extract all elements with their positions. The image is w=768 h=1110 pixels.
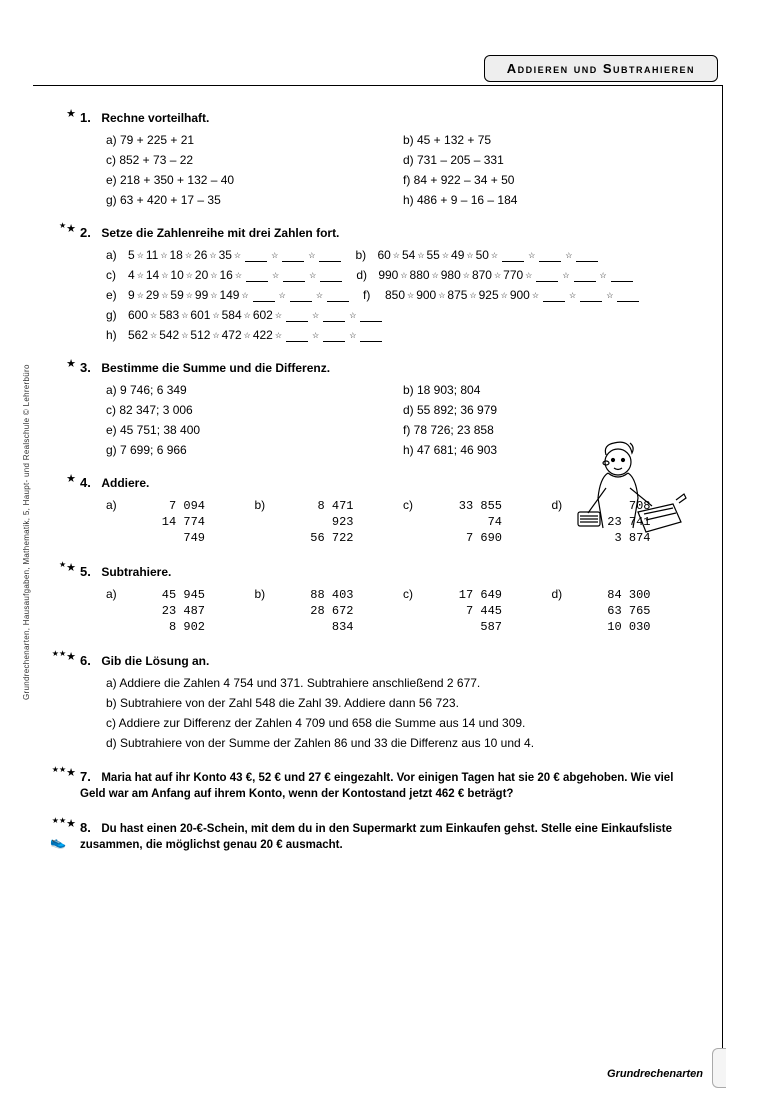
number-column: c)17 6497 445587 <box>403 587 552 635</box>
number-column: d)70823 7413 874 <box>552 498 701 546</box>
item: b) 18 903; 804 <box>403 383 700 397</box>
exercise-items: a)45 94523 4878 902b)88 40328 672834c)17… <box>106 587 700 635</box>
exercise-text: Du hast einen 20-€-Schein, mit dem du in… <box>80 823 672 851</box>
sequence-row: c)4☆14☆10☆20☆16☆☆☆d)990☆880☆980☆870☆770☆… <box>106 268 700 282</box>
difficulty-stars: ★★ <box>48 225 76 234</box>
number-column: d)84 30063 76510 030 <box>552 587 701 635</box>
item: h) 47 681; 46 903 <box>403 443 700 457</box>
page-frame <box>719 85 723 1085</box>
difficulty-stars: ★ <box>48 475 76 484</box>
item: d) 55 892; 36 979 <box>403 403 700 417</box>
item: b) 45 + 132 + 75 <box>403 133 700 147</box>
exercise-number: 7. <box>80 769 98 784</box>
exercise-8: ★★★ 👟 8. Du hast einen 20-€-Schein, mit … <box>80 820 700 853</box>
exercise-items: a) 9 746; 6 349 b) 18 903; 804 c) 82 347… <box>106 383 700 457</box>
sequence-row: g)600☆583☆601☆584☆602☆☆☆ <box>106 308 700 322</box>
number-column: a)7 09414 774749 <box>106 498 255 546</box>
exercise-items: a) 79 + 225 + 21 b) 45 + 132 + 75 c) 852… <box>106 133 700 207</box>
exercise-title: Rechne vorteilhaft. <box>101 111 209 125</box>
item: d) Subtrahiere von der Summe der Zahlen … <box>106 736 700 751</box>
exercise-number: 1. <box>80 110 98 125</box>
item: e) 218 + 350 + 132 – 40 <box>106 173 403 187</box>
exercise-number: 3. <box>80 360 98 375</box>
shoe-icon: 👟 <box>50 834 66 850</box>
item: a) 9 746; 6 349 <box>106 383 403 397</box>
exercise-number: 2. <box>80 225 98 240</box>
item: f) 84 + 922 – 34 + 50 <box>403 173 700 187</box>
item: c) 852 + 73 – 22 <box>106 153 403 167</box>
item: f) 78 726; 23 858 <box>403 423 700 437</box>
sequence-row: a)5☆11☆18☆26☆35☆☆☆b)60☆54☆55☆49☆50☆☆☆ <box>106 248 700 262</box>
item: d) 731 – 205 – 331 <box>403 153 700 167</box>
exercise-items: a) Addiere die Zahlen 4 754 und 371. Sub… <box>106 676 700 751</box>
difficulty-stars: ★★★ <box>48 653 76 662</box>
exercise-title: Gib die Lösung an. <box>101 654 209 668</box>
exercise-4: ★ 4. Addiere. a)7 09414 774749b)8 471923… <box>80 475 700 546</box>
footer-category: Grundrechenarten <box>607 1068 703 1080</box>
item: c) 82 347; 3 006 <box>106 403 403 417</box>
exercise-1: ★ 1. Rechne vorteilhaft. a) 79 + 225 + 2… <box>80 110 700 207</box>
exercise-6: ★★★ 6. Gib die Lösung an. a) Addiere die… <box>80 653 700 751</box>
exercise-title: Bestimme die Summe und die Differenz. <box>101 361 330 375</box>
worksheet-content: ★ 1. Rechne vorteilhaft. a) 79 + 225 + 2… <box>80 110 700 871</box>
difficulty-stars: ★★★ <box>48 820 76 829</box>
copyright-sidetext: Grundrechenarten, Hausaufgaben, Mathemat… <box>22 364 31 700</box>
exercise-text: Maria hat auf ihr Konto 43 €, 52 € und 2… <box>80 772 673 800</box>
item: b) Subtrahiere von der Zahl 548 die Zahl… <box>106 696 700 711</box>
exercise-title: Addiere. <box>101 476 149 490</box>
exercise-number: 4. <box>80 475 98 490</box>
exercise-7: ★★★ 7. Maria hat auf ihr Konto 43 €, 52 … <box>80 769 700 802</box>
item: c) Addiere zur Differenz der Zahlen 4 70… <box>106 716 700 731</box>
exercise-2: ★★ 2. Setze die Zahlenreihe mit drei Zah… <box>80 225 700 342</box>
exercise-number: 6. <box>80 653 98 668</box>
number-column: c)33 855747 690 <box>403 498 552 546</box>
number-column: a)45 94523 4878 902 <box>106 587 255 635</box>
item: g) 7 699; 6 966 <box>106 443 403 457</box>
exercise-title: Setze die Zahlenreihe mit drei Zahlen fo… <box>101 226 339 240</box>
exercise-title: Subtrahiere. <box>101 565 171 579</box>
page-tab <box>712 1048 726 1088</box>
exercise-number: 8. <box>80 820 98 835</box>
difficulty-stars: ★★ <box>48 564 76 573</box>
number-column: b)88 40328 672834 <box>255 587 404 635</box>
exercise-items: a)7 09414 774749b)8 47192356 722c)33 855… <box>106 498 700 546</box>
item: h) 486 + 9 – 16 – 184 <box>403 193 700 207</box>
item: e) 45 751; 38 400 <box>106 423 403 437</box>
difficulty-stars: ★ <box>48 360 76 369</box>
page-header: Addieren und Subtrahieren <box>484 55 718 82</box>
exercise-items: a)5☆11☆18☆26☆35☆☆☆b)60☆54☆55☆49☆50☆☆☆ c)4… <box>106 248 700 342</box>
exercise-3: ★ 3. Bestimme die Summe und die Differen… <box>80 360 700 457</box>
item: g) 63 + 420 + 17 – 35 <box>106 193 403 207</box>
item: a) 79 + 225 + 21 <box>106 133 403 147</box>
difficulty-stars: ★ <box>48 110 76 119</box>
exercise-5: ★★ 5. Subtrahiere. a)45 94523 4878 902b)… <box>80 564 700 635</box>
exercise-number: 5. <box>80 564 98 579</box>
sequence-row: e)9☆29☆59☆99☆149☆☆☆f)850☆900☆875☆925☆900… <box>106 288 700 302</box>
number-column: b)8 47192356 722 <box>255 498 404 546</box>
sequence-row: h)562☆542☆512☆472☆422☆☆☆ <box>106 328 700 342</box>
difficulty-stars: ★★★ <box>48 769 76 778</box>
item: a) Addiere die Zahlen 4 754 und 371. Sub… <box>106 676 700 691</box>
